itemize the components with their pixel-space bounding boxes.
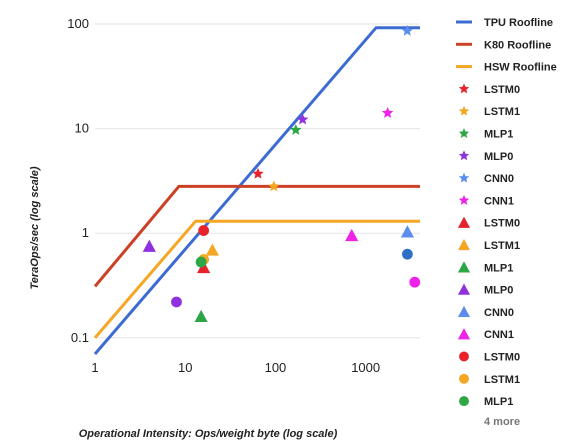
legend-marker <box>457 238 471 251</box>
roofline-series <box>93 26 420 355</box>
legend-marker <box>457 305 471 318</box>
x-tick-label: 1 <box>91 360 98 375</box>
legend-item[interactable]: TPU Roofline <box>484 17 553 29</box>
data-point <box>290 123 302 135</box>
data-point <box>142 239 156 252</box>
legend-item[interactable]: CNN0 <box>484 173 514 185</box>
data-point <box>194 309 208 323</box>
data-point <box>195 256 207 268</box>
data-point <box>296 113 309 125</box>
y-tick-label: 100 <box>67 16 89 31</box>
x-tick-label: 1000 <box>351 360 380 375</box>
legend-item[interactable]: MLP0 <box>484 285 513 297</box>
legend-marker <box>457 283 471 295</box>
data-point <box>205 243 219 256</box>
legend-marker <box>459 396 469 407</box>
legend-marker <box>458 194 470 205</box>
roofline-line <box>93 219 420 339</box>
y-tick-label: 0.1 <box>71 330 89 345</box>
legend-item[interactable]: LSTM0 <box>484 218 520 230</box>
data-point <box>400 225 414 238</box>
x-tick-label: 100 <box>265 360 287 375</box>
data-point <box>198 225 210 236</box>
legend-item[interactable]: K80 Roofline <box>484 39 551 51</box>
legend-marker <box>457 216 471 228</box>
grid-lines <box>95 23 420 339</box>
y-axis-label: TeraOps/sec (log scale) <box>29 166 41 289</box>
y-axis-ticks: 0.1 1 10 100 <box>67 16 89 345</box>
data-point <box>345 228 359 242</box>
legend-marker <box>458 150 470 161</box>
legend-item[interactable]: LSTM1 <box>484 240 520 252</box>
x-axis-ticks: 1 10 100 1000 <box>91 360 380 375</box>
legend-item[interactable]: CNN1 <box>484 329 514 341</box>
legend-marker <box>458 128 470 138</box>
roofline-line <box>93 184 420 288</box>
data-point <box>171 296 182 308</box>
data-point <box>409 276 421 288</box>
data-point <box>401 248 413 260</box>
legend: TPU Roofline K80 Roofline HSW Roofline LSTM… <box>456 17 557 408</box>
legend-item[interactable]: LSTM1 <box>484 374 520 386</box>
y-tick-label: 1 <box>82 225 89 240</box>
legend-item[interactable]: LSTM1 <box>484 106 520 118</box>
legend-more[interactable]: 4 more <box>484 416 520 428</box>
data-point <box>381 106 394 118</box>
legend-item[interactable]: LSTM0 <box>484 352 520 364</box>
data-points <box>142 24 421 323</box>
x-axis-label: Operational Intensity: Ops/weight byte (… <box>79 428 338 440</box>
legend-item[interactable]: MLP1 <box>484 262 513 274</box>
legend-item[interactable]: MLP0 <box>484 151 513 163</box>
legend-item[interactable]: MLP1 <box>484 129 513 141</box>
data-point <box>401 24 413 36</box>
y-tick-label: 10 <box>75 121 89 136</box>
legend-marker <box>458 83 470 94</box>
legend-item[interactable]: CNN0 <box>484 307 514 319</box>
roofline-line <box>93 26 420 355</box>
x-tick-label: 10 <box>178 360 192 375</box>
legend-marker <box>457 261 471 273</box>
legend-marker <box>458 105 470 116</box>
legend-marker <box>457 328 471 340</box>
legend-marker <box>459 373 469 384</box>
legend-marker <box>459 351 469 362</box>
data-point <box>252 167 264 179</box>
data-point <box>197 260 211 274</box>
legend-item[interactable]: CNN1 <box>484 195 514 207</box>
legend-item[interactable]: HSW Roofline <box>484 62 557 74</box>
data-point <box>268 180 280 192</box>
legend-item[interactable]: LSTM0 <box>484 84 520 96</box>
legend-item[interactable]: MLP1 <box>484 396 513 408</box>
legend-marker <box>458 172 470 183</box>
